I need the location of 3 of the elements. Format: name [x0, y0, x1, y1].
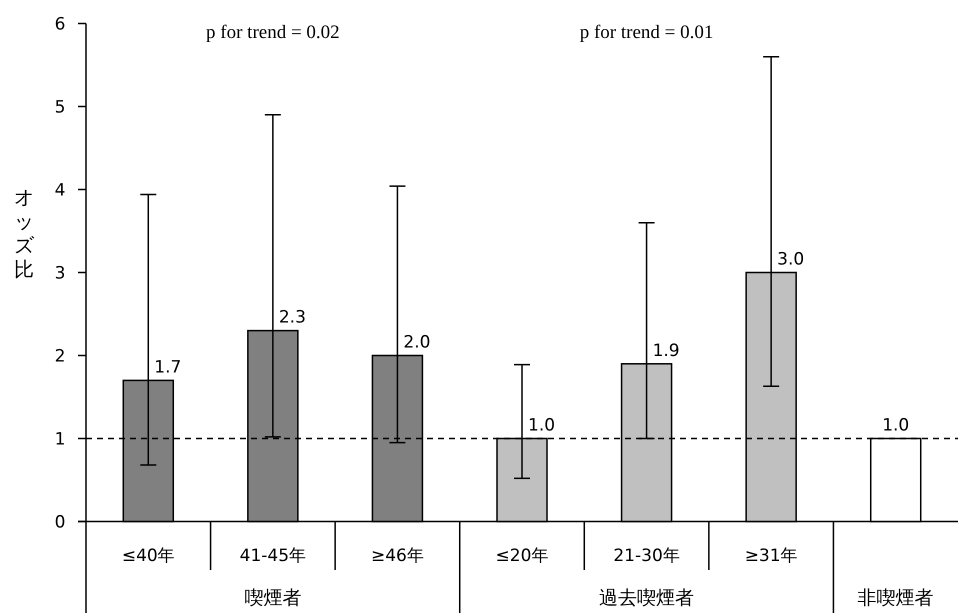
annotation: p for trend = 0.02 [206, 22, 340, 43]
annotation: p for trend = 0.01 [580, 22, 714, 43]
ylabel: オッズ比 [14, 185, 34, 281]
